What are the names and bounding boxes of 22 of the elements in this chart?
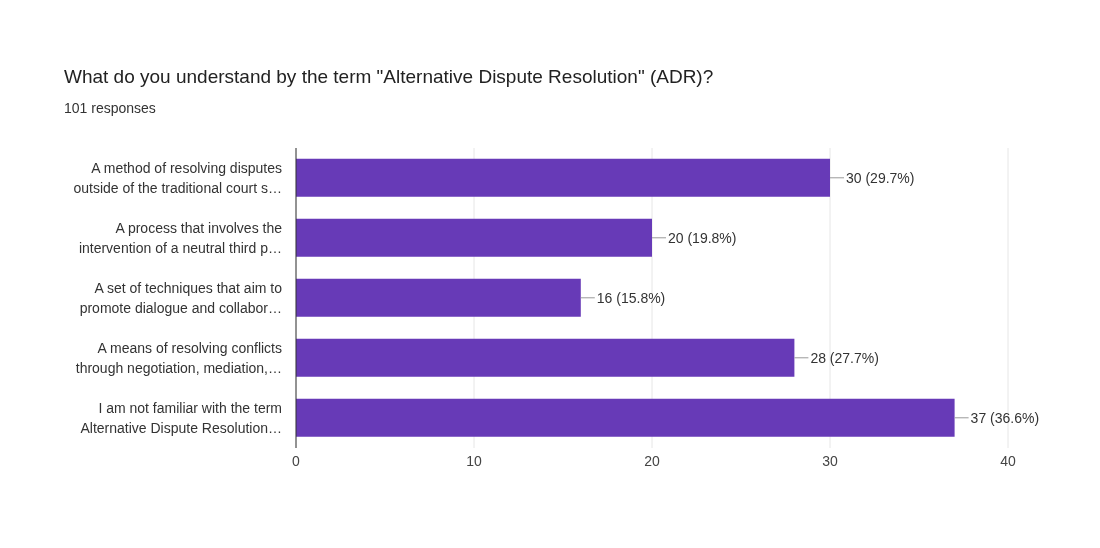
data-label: 28 (27.7%) bbox=[810, 349, 879, 366]
x-tick-label: 20 bbox=[644, 452, 660, 469]
text: 101 responses bbox=[64, 100, 156, 116]
data-label: 30 (29.7%) bbox=[846, 169, 915, 186]
x-tick-label: 0 bbox=[292, 452, 301, 469]
chart-title: What do you understand by the term "Alternative Dispute Resolution" (ADR)? bbox=[64, 66, 714, 88]
bar bbox=[296, 338, 795, 377]
bar bbox=[296, 398, 955, 437]
data-label: 16 (15.8%) bbox=[596, 289, 666, 306]
x-tick-label: 30 bbox=[822, 452, 838, 469]
y-tick-label: A set of techniques that aim to promote dialogue and collabor… bbox=[79, 280, 283, 316]
data-label: 37 (36.6%) bbox=[970, 409, 1040, 426]
y-tick-label: I am not familiar with the term Alternative Dispute Resolution… bbox=[80, 400, 282, 436]
bar bbox=[296, 278, 581, 317]
x-tick-label: 10 bbox=[466, 452, 482, 469]
bar bbox=[296, 218, 652, 257]
data-label: 20 (19.8%) bbox=[668, 229, 737, 246]
y-tick-label: A method of resolving disputes outside of the traditional court s… bbox=[73, 160, 282, 196]
y-tick-label: A means of resolving conflicts through negotiation, mediation,… bbox=[75, 340, 282, 376]
y-tick-label: A process that involves the intervention of a neutral third p… bbox=[78, 220, 283, 256]
x-tick-label: 40 bbox=[1000, 452, 1016, 469]
bar bbox=[296, 158, 830, 197]
